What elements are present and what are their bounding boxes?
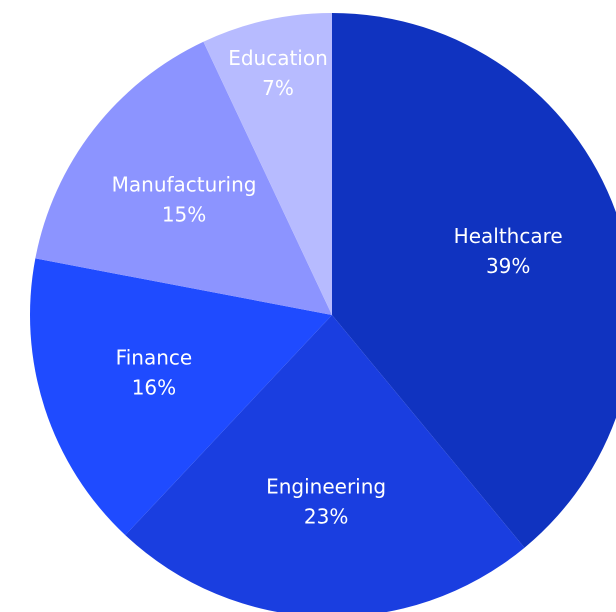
pie-label-manufacturing: Manufacturing — [112, 173, 257, 197]
pie-label-education: Education — [228, 46, 328, 70]
pie-label-finance: Finance — [116, 345, 193, 369]
pie-value-manufacturing: 15% — [162, 203, 206, 227]
pie-label-engineering: Engineering — [266, 475, 386, 499]
pie-value-engineering: 23% — [304, 505, 348, 529]
pie-label-healthcare: Healthcare — [454, 224, 563, 248]
pie-value-finance: 16% — [132, 375, 176, 399]
pie-value-education: 7% — [262, 76, 294, 100]
pie-value-healthcare: 39% — [486, 254, 530, 278]
